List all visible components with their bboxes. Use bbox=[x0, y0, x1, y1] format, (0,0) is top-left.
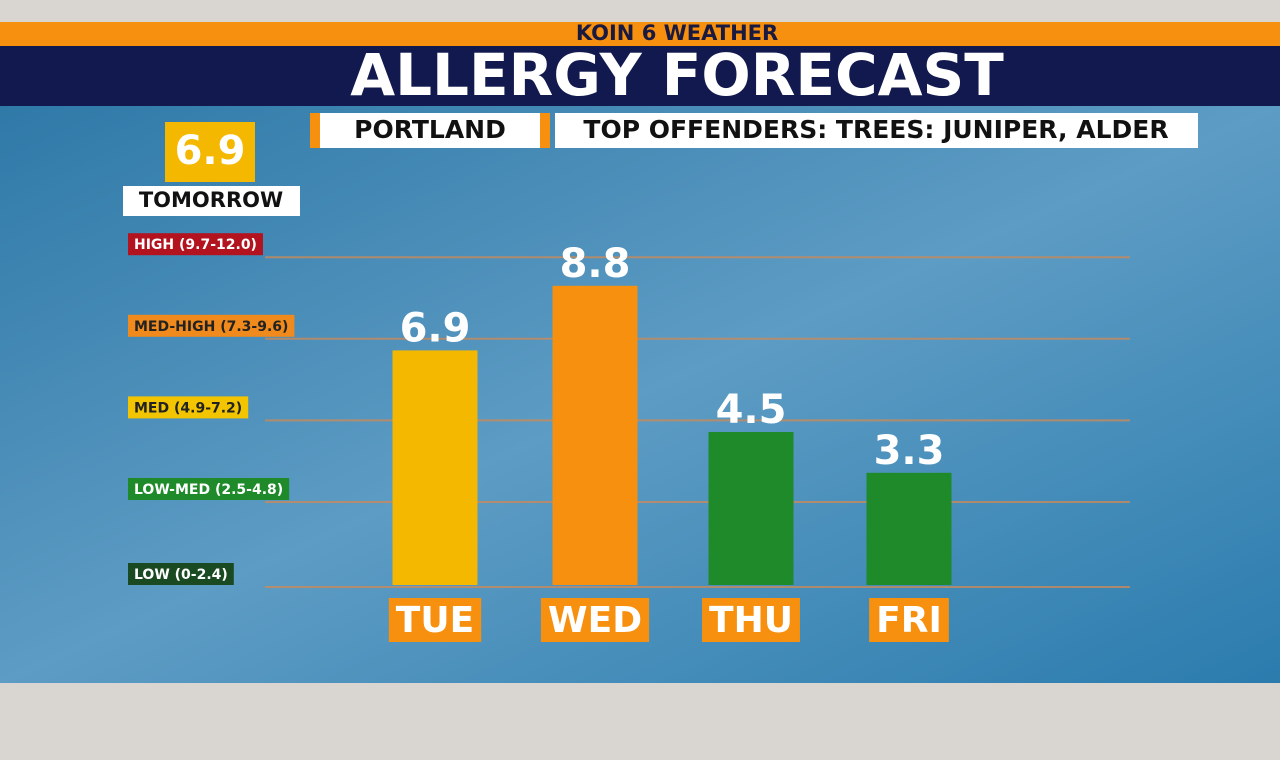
y-tick-box bbox=[128, 396, 249, 419]
x-tick-label: THU bbox=[709, 600, 793, 641]
tomorrow-label-box bbox=[123, 186, 300, 216]
x-tick-label: WED bbox=[548, 600, 642, 641]
value-label: 3.3 bbox=[874, 428, 945, 474]
tomorrow-label: TOMORROW bbox=[139, 188, 283, 212]
y-tick-box bbox=[128, 233, 263, 256]
tomorrow-box bbox=[165, 122, 255, 182]
subtitle: TOP OFFENDERS: TREES: JUNIPER, ALDER bbox=[583, 115, 1168, 144]
bar bbox=[866, 472, 952, 585]
x-tick-box bbox=[388, 598, 482, 642]
subtitle-box bbox=[555, 113, 1198, 148]
location: PORTLAND bbox=[354, 115, 506, 144]
title-bar bbox=[0, 46, 1280, 106]
location-box bbox=[320, 113, 540, 148]
bar bbox=[708, 432, 794, 585]
bar bbox=[552, 285, 638, 585]
y-tick-label: HIGH (9.7-12.0) bbox=[134, 237, 257, 253]
network-bar bbox=[0, 22, 1280, 46]
y-tick-label: MED (4.9-7.2) bbox=[134, 400, 242, 416]
x-tick-label: TUE bbox=[396, 600, 474, 641]
y-tick-box bbox=[128, 563, 234, 585]
chart-title: ALLERGY FORECAST bbox=[350, 41, 1004, 109]
bar bbox=[392, 350, 478, 585]
y-tick-label: LOW-MED (2.5-4.8) bbox=[134, 482, 283, 498]
tomorrow-value: 6.9 bbox=[175, 128, 246, 174]
y-tick-label: LOW (0-2.4) bbox=[134, 567, 228, 583]
y-tick-box bbox=[128, 314, 295, 337]
value-label: 6.9 bbox=[400, 305, 471, 351]
x-tick-box bbox=[702, 598, 800, 642]
x-tick-box bbox=[540, 598, 650, 642]
network: KOIN 6 WEATHER bbox=[576, 21, 778, 45]
y-tick-box bbox=[128, 478, 290, 500]
value-label: 4.5 bbox=[716, 387, 787, 433]
x-tick-box bbox=[869, 598, 949, 642]
y-tick-label: MED-HIGH (7.3-9.6) bbox=[134, 319, 288, 335]
x-tick-label: FRI bbox=[876, 600, 942, 641]
value-label: 8.8 bbox=[560, 241, 631, 287]
